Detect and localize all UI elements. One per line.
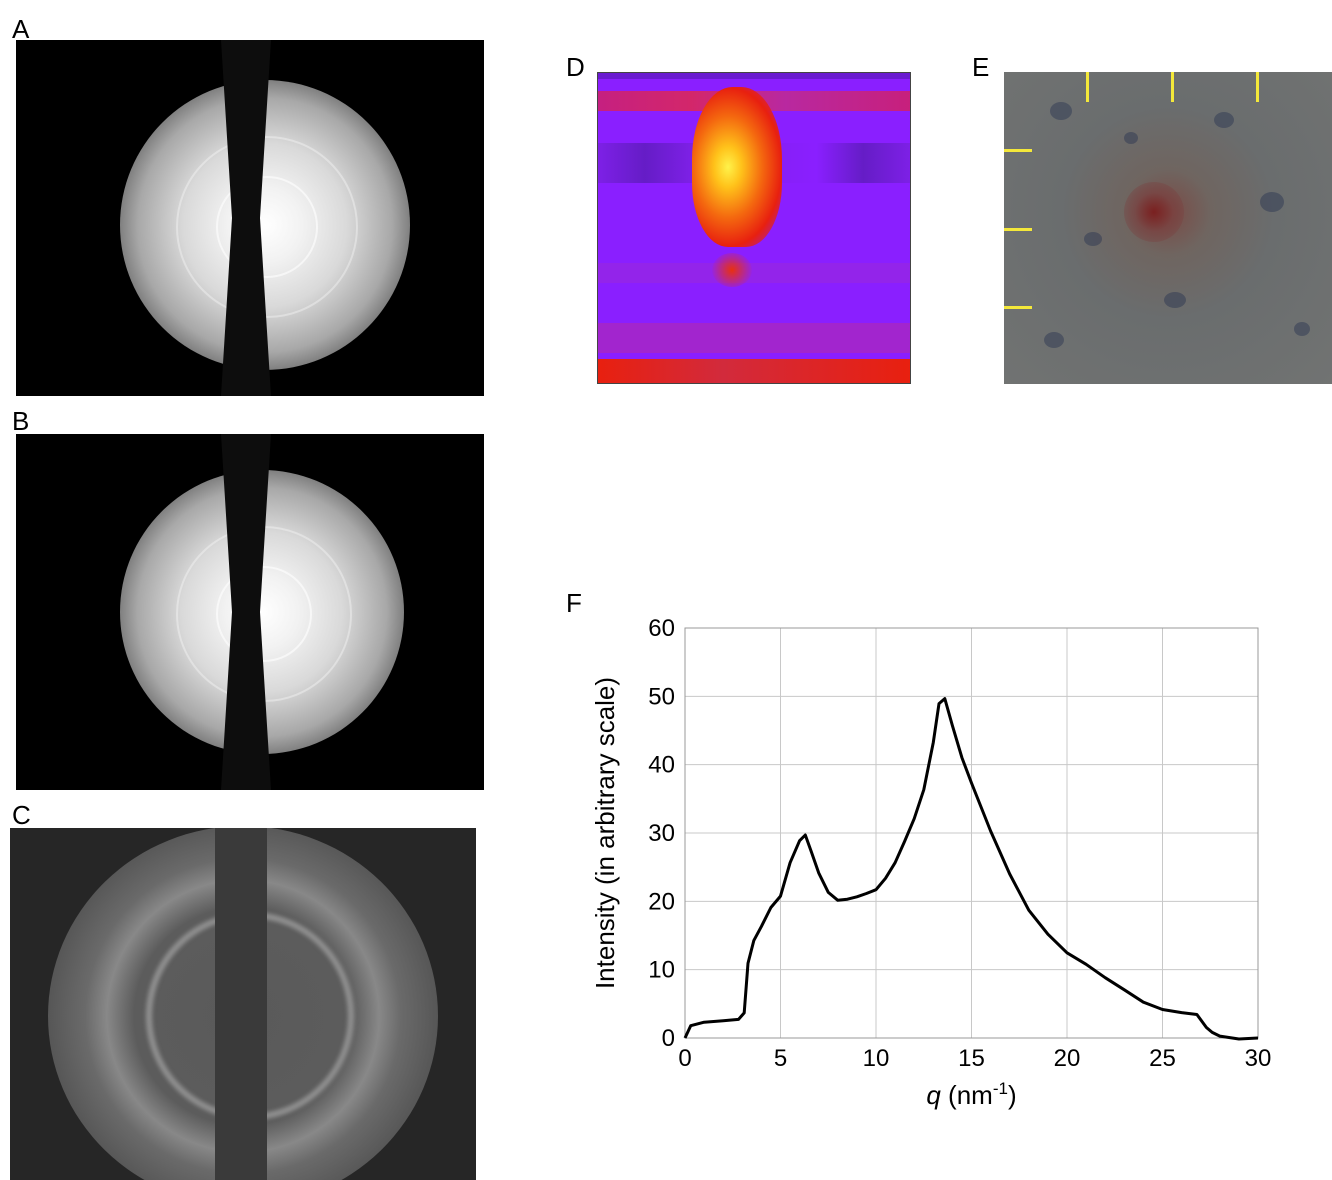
y-tick-label: 40 (648, 752, 675, 779)
x-axis-label-italic: q (926, 1080, 941, 1110)
speck (1124, 132, 1138, 144)
chart-svg: 0 5 10 15 20 25 30 0 10 20 30 40 50 60 Intensity (in … (590, 615, 1271, 1110)
diffraction-image-c (10, 828, 476, 1180)
scale-tick (1086, 72, 1089, 102)
speck (1294, 322, 1310, 336)
beamstop (215, 828, 267, 1180)
plot-frame (684, 627, 1259, 1039)
x-tick-label: 5 (774, 1045, 787, 1072)
x-axis-label: q (nm-1) (926, 1079, 1016, 1110)
x-axis-label-text: (nm (941, 1080, 993, 1110)
scale-tick (1004, 228, 1032, 231)
x-tick-label: 25 (1149, 1045, 1176, 1072)
panel-label-d: D (566, 52, 585, 82)
diffraction-ring (216, 176, 318, 278)
scale-tick (1004, 306, 1032, 309)
diffraction-image-b (16, 434, 484, 790)
speck (1214, 112, 1234, 128)
heat-band (598, 73, 910, 79)
dark-spot (1124, 182, 1184, 242)
y-tick-label: 10 (648, 957, 675, 984)
x-tick-label: 10 (863, 1045, 890, 1072)
x-tick-label: 20 (1054, 1045, 1081, 1072)
y-tick-label: 60 (648, 615, 675, 642)
scale-tick (1256, 72, 1259, 102)
heat-map-image (597, 72, 911, 384)
heat-hotspot (712, 253, 752, 287)
x-tick-label: 30 (1245, 1045, 1272, 1072)
intensity-curve (683, 697, 1259, 1041)
speck (1164, 292, 1186, 308)
heat-hotspot (692, 87, 782, 247)
diffraction-ring (176, 136, 358, 318)
y-axis-label: Intensity (in arbitrary scale) (590, 677, 620, 989)
tick-layer: 0 5 10 15 20 25 30 0 10 20 30 40 50 60 (648, 615, 1271, 1072)
panel-label-b: B (12, 406, 30, 436)
y-tick-label: 20 (648, 888, 675, 915)
microscope-image (1004, 72, 1332, 384)
heat-band (598, 263, 910, 283)
diffraction-image-a (16, 40, 484, 396)
x-tick-label: 15 (958, 1045, 985, 1072)
heat-band (598, 323, 910, 353)
y-tick-label: 50 (648, 683, 675, 710)
x-tick-label: 0 (678, 1045, 691, 1072)
speck (1260, 192, 1284, 212)
diffraction-ring (216, 566, 312, 662)
speck (1084, 232, 1102, 246)
heat-band (598, 359, 910, 383)
panel-label-c: C (12, 800, 31, 830)
panel-label-f: F (566, 588, 582, 618)
speck (1050, 102, 1072, 120)
panel-label-e: E (972, 52, 990, 82)
y-tick-label: 30 (648, 820, 675, 847)
scale-tick (1004, 149, 1032, 152)
x-axis-label-close: ) (1008, 1080, 1017, 1110)
x-axis-label-sup: -1 (993, 1079, 1008, 1098)
speck (1044, 332, 1064, 348)
intensity-chart: 0 5 10 15 20 25 30 0 10 20 30 40 50 60 Intensity (in … (580, 600, 1300, 1120)
panel-label-a: A (12, 14, 30, 44)
y-tick-label: 0 (662, 1025, 675, 1052)
grid-layer (684, 627, 1259, 1039)
scale-tick (1171, 72, 1174, 102)
